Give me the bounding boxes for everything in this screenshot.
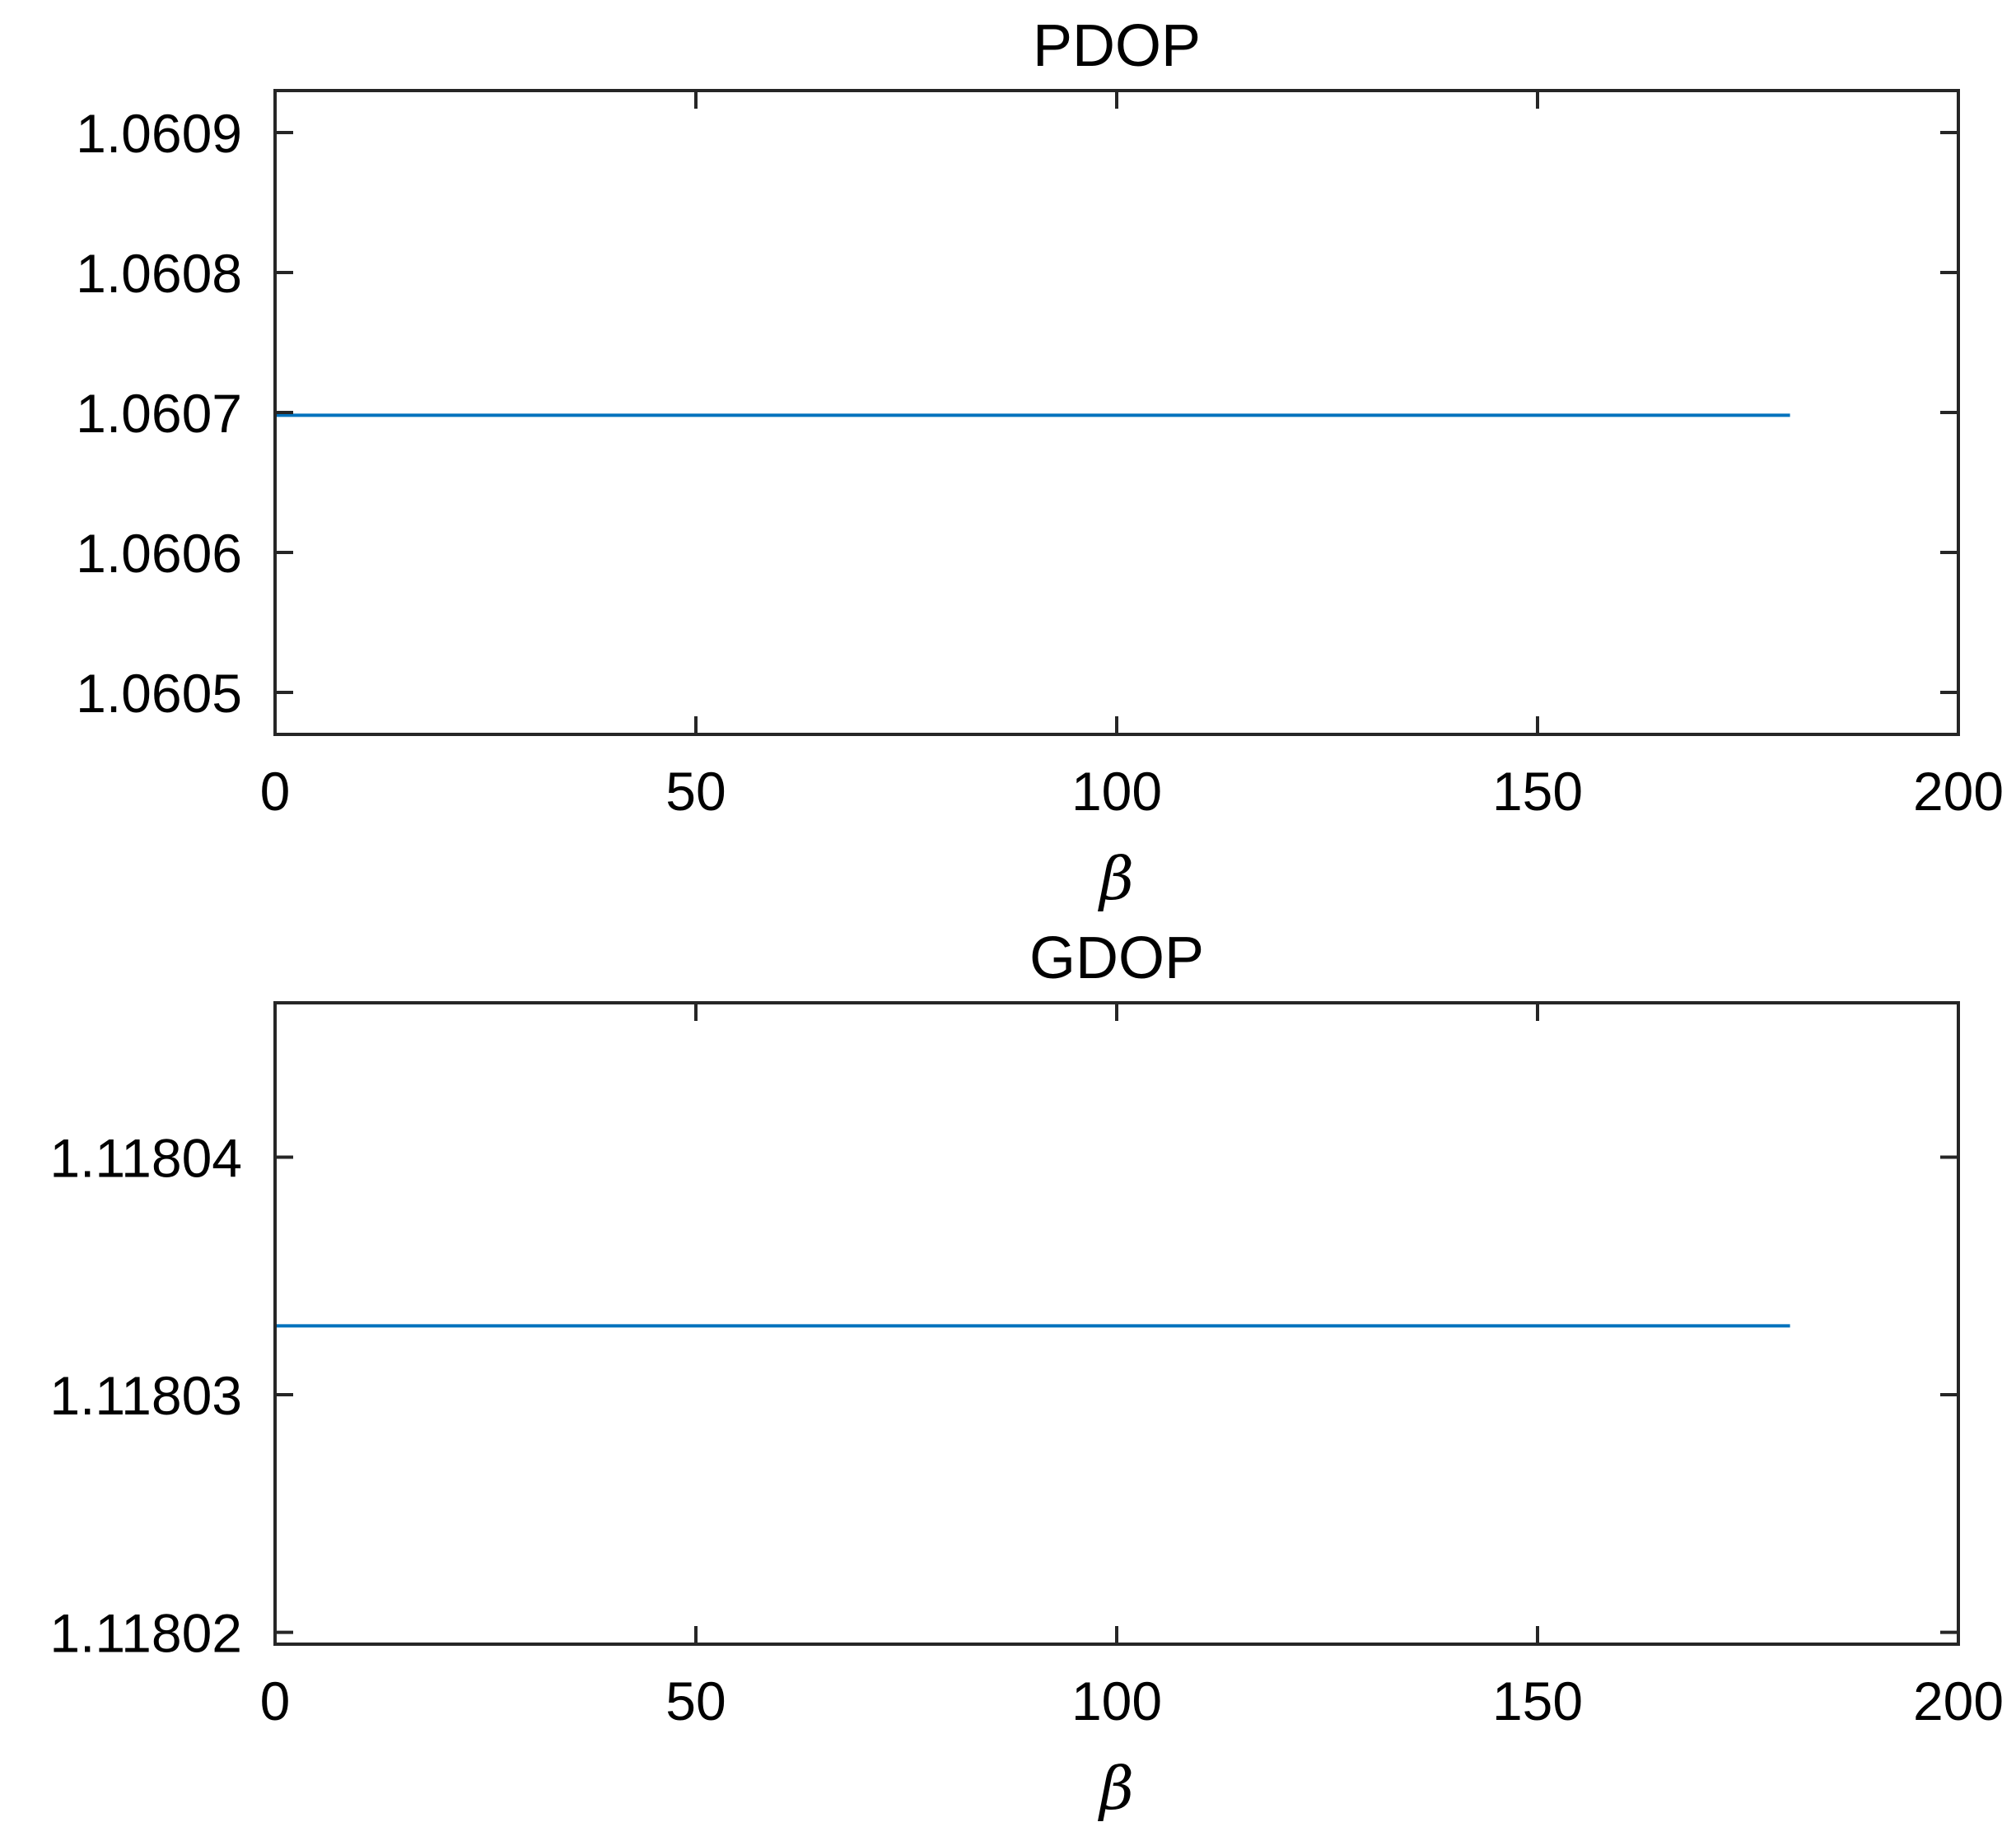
x-tick-label: 0: [260, 761, 291, 822]
y-tick-label: 1.0607: [76, 383, 242, 444]
chart-title: PDOP: [1033, 13, 1201, 79]
y-tick-label: 1.0608: [76, 243, 242, 304]
x-tick-label: 0: [260, 1671, 291, 1731]
chart-title: GDOP: [1029, 925, 1204, 991]
y-tick-label: 1.11803: [49, 1365, 242, 1426]
plot-frame: [273, 89, 1960, 736]
y-tick-label: 1.0609: [76, 103, 242, 164]
x-tick-label: 150: [1492, 761, 1583, 822]
x-tick-label: 150: [1492, 1671, 1583, 1731]
x-tick-label: 50: [665, 761, 726, 822]
chart-pdop: PDOP 0 50 100 150 200 1.0605 1.0606 1.0607 1.0608…: [76, 13, 2004, 913]
x-tick-label: 100: [1071, 1671, 1162, 1731]
x-tick-label: 200: [1913, 761, 2004, 822]
plot-frame: [273, 1001, 1960, 1646]
chart-gdop: GDOP 0 50 100 150 200 1.11802 1.11803 1.11804 β: [49, 925, 2004, 1823]
y-tick-label: 1.11802: [49, 1603, 242, 1664]
y-tick-label: 1.0606: [76, 523, 242, 584]
x-tick-label: 200: [1913, 1671, 2004, 1731]
y-tick-label: 1.0605: [76, 663, 242, 724]
x-tick-label: 100: [1071, 761, 1162, 822]
y-tick-label: 1.11804: [49, 1128, 242, 1189]
x-tick-label: 50: [665, 1671, 726, 1731]
x-axis-label: β: [1097, 1754, 1134, 1823]
x-axis-label: β: [1097, 844, 1134, 913]
